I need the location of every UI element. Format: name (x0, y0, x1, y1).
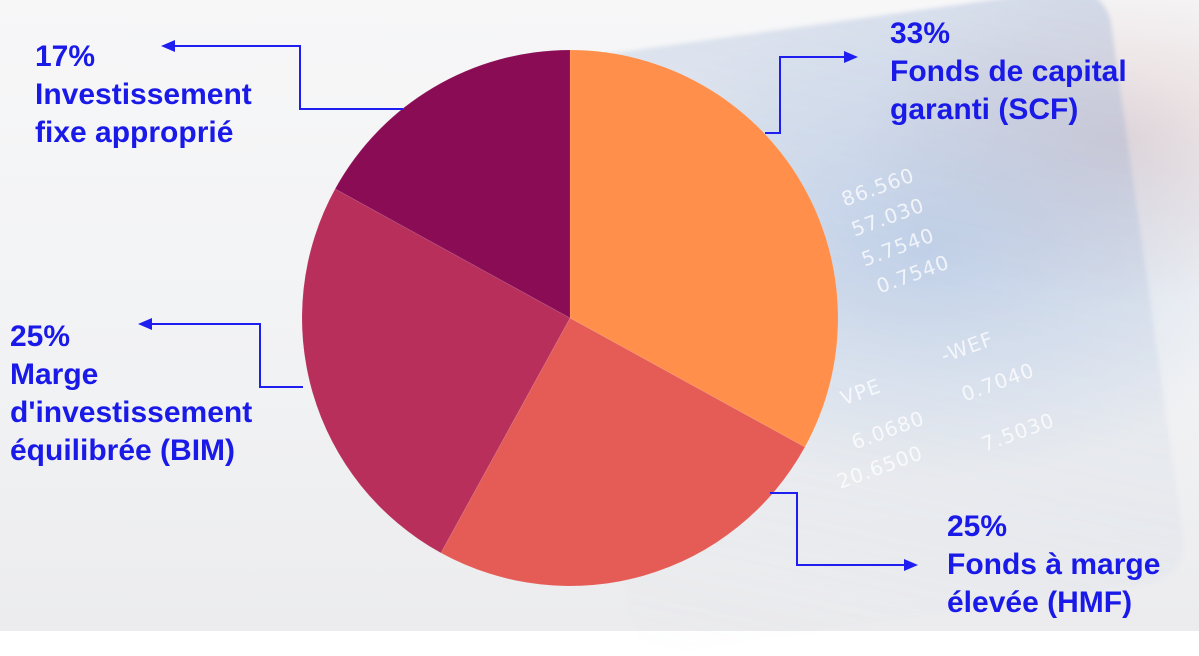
slice-label-hmf: 25% Fonds à marge élevée (HMF) (947, 508, 1160, 622)
callout-arrow-fixed (161, 40, 175, 52)
slice-percent-scf: 33% (890, 17, 951, 50)
callout-arrow-hmf (904, 559, 918, 571)
slice-name-scf-line-2: garanti (SCF) (890, 93, 1079, 126)
callout-arrow-bim (138, 318, 152, 330)
slice-name-bim-line-2: d'investissement (10, 396, 253, 429)
callout-line-scf (765, 56, 845, 134)
callout-lines (138, 40, 918, 571)
callout-line-fixed (175, 45, 403, 110)
slice-name-fixed-line-1: Investissement (35, 78, 252, 111)
slice-percent-hmf: 25% (947, 510, 1008, 543)
callout-arrow-scf (844, 51, 858, 63)
pie-slice-scf (569, 49, 839, 448)
slice-label-scf: 33% Fonds de capital garanti (SCF) (890, 15, 1127, 129)
slice-name-fixed-line-2: fixe approprié (35, 116, 234, 149)
pie-slice-bim (301, 188, 571, 554)
slice-label-fixed: 17% Investissement fixe approprié (35, 38, 252, 152)
pie-slices (301, 49, 839, 587)
slice-name-hmf-line-1: Fonds à marge (947, 548, 1161, 581)
slice-label-bim: 25% Marge d'investissement équilibrée (B… (10, 318, 252, 470)
pie-chart (138, 40, 918, 587)
slice-name-hmf-line-2: élevée (HMF) (947, 586, 1133, 619)
slice-name-scf-line-1: Fonds de capital (890, 55, 1127, 88)
callout-line-hmf (770, 492, 905, 566)
slice-percent-bim: 25% (10, 320, 71, 353)
callout-line-bim (152, 323, 303, 388)
pie-slice-hmf (440, 317, 806, 587)
pie-slice-fixed (334, 49, 571, 319)
slice-percent-fixed: 17% (35, 40, 96, 73)
slice-name-bim-line-1: Marge (10, 358, 99, 391)
slice-name-bim-line-3: équilibrée (BIM) (10, 434, 236, 467)
